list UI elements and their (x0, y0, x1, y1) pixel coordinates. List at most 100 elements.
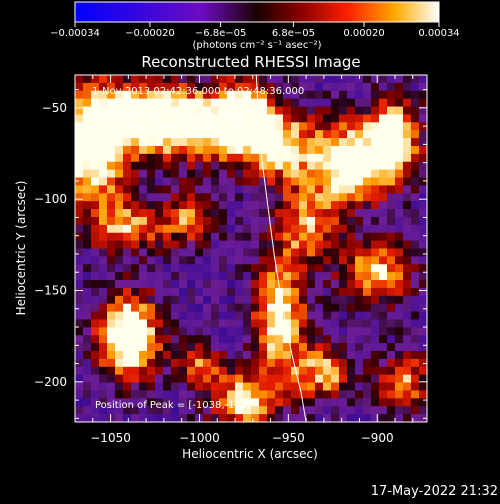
heatmap-cell (355, 185, 364, 194)
heatmap-cell (99, 311, 108, 321)
heatmap-cell (227, 335, 236, 344)
heatmap-cell (251, 185, 260, 194)
heatmap-cell (299, 358, 308, 368)
heatmap-cell (387, 98, 396, 108)
heatmap-cell (107, 145, 116, 155)
heatmap-cell (331, 343, 340, 352)
heatmap-cell (75, 303, 84, 313)
heatmap-cell (291, 390, 300, 399)
heatmap-cell (203, 256, 212, 265)
heatmap-cell (371, 209, 380, 218)
heatmap-cell (259, 240, 268, 250)
heatmap-cell (99, 130, 108, 139)
heatmap-cell (323, 256, 332, 265)
heatmap-cell (283, 264, 292, 273)
heatmap-cell (371, 232, 380, 242)
heatmap-cell (235, 90, 244, 100)
heatmap-cell (179, 382, 188, 392)
heatmap-cell (75, 295, 84, 305)
heatmap-cell (235, 82, 244, 92)
heatmap-cell (347, 351, 356, 360)
heatmap-cell (283, 303, 292, 313)
heatmap-cell (299, 248, 308, 257)
heatmap-cell (83, 374, 92, 384)
heatmap-cell (363, 295, 372, 305)
heatmap-cell (75, 358, 84, 368)
heatmap-cell (75, 161, 84, 171)
heatmap-cell (299, 406, 308, 415)
heatmap-cell (371, 82, 380, 92)
heatmap-cell (123, 358, 132, 368)
heatmap-cell (123, 122, 132, 131)
heatmap-cell (83, 366, 92, 376)
heatmap-cell (379, 374, 388, 384)
heatmap-cell (195, 169, 204, 179)
heatmap-cell (195, 224, 204, 234)
heatmap-cell (379, 272, 388, 281)
heatmap-cell (379, 358, 388, 368)
heatmap-cell (283, 414, 292, 422)
heatmap-cell (283, 343, 292, 352)
heatmap-cell (339, 366, 348, 376)
heatmap-cell (331, 106, 340, 116)
heatmap-cell (275, 256, 284, 265)
heatmap-cell (307, 75, 316, 84)
heatmap-cell (243, 280, 252, 289)
heatmap-cell (171, 390, 180, 399)
heatmap-cell (355, 224, 364, 234)
heatmap-cell (187, 382, 196, 392)
heatmap-cell (171, 351, 180, 360)
heatmap-cell (283, 161, 292, 171)
heatmap-cell (403, 90, 412, 100)
heatmap-cell (387, 272, 396, 281)
heatmap-cell (355, 216, 364, 226)
heatmap-cell (75, 153, 84, 163)
heatmap-cell (187, 90, 196, 100)
heatmap-cell (267, 122, 276, 131)
heatmap-cell (251, 106, 260, 116)
heatmap-cell (411, 138, 420, 147)
heatmap-cell (139, 264, 148, 273)
heatmap-cell (115, 185, 124, 194)
heatmap-cell (331, 169, 340, 179)
heatmap-cell (75, 272, 84, 281)
heatmap-cell (219, 295, 228, 305)
heatmap-cell (395, 382, 404, 392)
heatmap-cell (299, 177, 308, 187)
heatmap-cell (299, 216, 308, 226)
heatmap-cell (163, 130, 172, 139)
heatmap-cell (387, 240, 396, 250)
heatmap-cell (387, 366, 396, 376)
heatmap-cell (235, 98, 244, 108)
heatmap-cell (419, 256, 427, 265)
heatmap-cell (107, 82, 116, 92)
heatmap-cell (139, 351, 148, 360)
heatmap-cell (251, 272, 260, 281)
heatmap-cell (139, 216, 148, 226)
heatmap-cell (259, 193, 268, 202)
heatmap-cell (211, 351, 220, 360)
heatmap-cell (283, 201, 292, 210)
heatmap-cell (299, 138, 308, 147)
heatmap-cell (347, 106, 356, 116)
heatmap-cell (395, 327, 404, 336)
heatmap-cell (131, 130, 140, 139)
heatmap-cell (235, 358, 244, 368)
heatmap-cell (411, 398, 420, 407)
heatmap-cell (219, 122, 228, 131)
heatmap-cell (267, 414, 276, 422)
heatmap-cell (411, 75, 420, 84)
heatmap-cell (291, 366, 300, 376)
heatmap-cell (291, 319, 300, 328)
heatmap-cell (211, 398, 220, 407)
heatmap-cell (195, 216, 204, 226)
heatmap-cell (187, 185, 196, 194)
heatmap-cell (323, 82, 332, 92)
heatmap-cell (395, 201, 404, 210)
heatmap-cell (307, 343, 316, 352)
heatmap-cell (163, 240, 172, 250)
heatmap-cell (195, 185, 204, 194)
heatmap-cell (363, 319, 372, 328)
heatmap-cell (75, 327, 84, 336)
heatmap-cell (75, 138, 84, 147)
